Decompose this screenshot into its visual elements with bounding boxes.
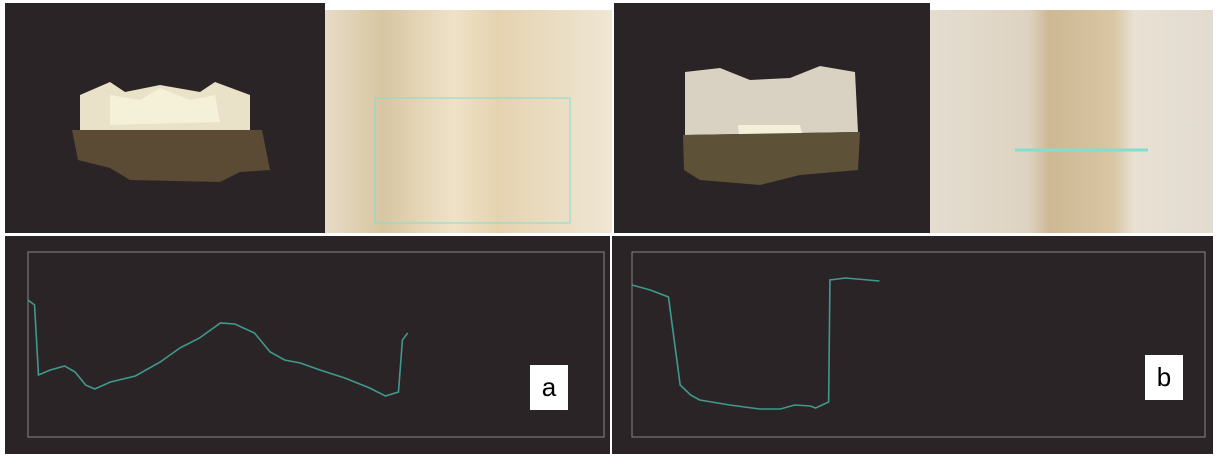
- panel-label: b: [1157, 362, 1171, 392]
- plot-panel: [5, 236, 610, 454]
- surface-3d: [110, 88, 220, 125]
- plot-frame: [631, 251, 1206, 438]
- profile-line: [27, 299, 409, 397]
- selection-box: [374, 97, 571, 224]
- surface-3d: [685, 66, 858, 135]
- surface-3d: [683, 132, 860, 185]
- profile-line: [631, 277, 880, 410]
- label-box: [530, 365, 568, 410]
- plot-frame: [27, 251, 605, 438]
- micrograph: [930, 10, 1213, 233]
- surface-3d: [72, 130, 270, 182]
- label-box: [1145, 355, 1183, 400]
- panel-label: a: [542, 372, 557, 402]
- micrograph: [325, 10, 612, 233]
- plot-panel: [612, 236, 1213, 454]
